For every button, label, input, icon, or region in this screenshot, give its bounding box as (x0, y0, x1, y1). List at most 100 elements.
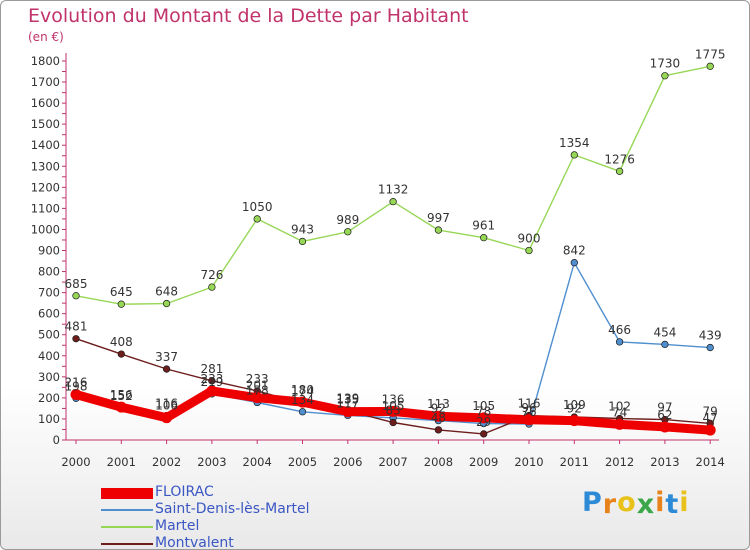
data-point (434, 426, 443, 434)
y-tick-label: 900 (38, 244, 60, 258)
data-point (297, 396, 308, 408)
data-label: 78 (476, 405, 491, 419)
data-label: 466 (608, 323, 631, 337)
data-label: 1050 (242, 200, 273, 214)
data-point (706, 62, 714, 70)
data-label: 219 (200, 375, 223, 389)
data-label: 481 (65, 320, 88, 334)
data-point (206, 385, 218, 397)
data-label: 62 (657, 408, 672, 422)
y-tick-label: 1100 (31, 201, 60, 215)
data-label: 96 (521, 401, 536, 415)
data-point (161, 412, 173, 424)
data-label: 76 (521, 405, 536, 419)
y-tick-label: 600 (38, 307, 60, 321)
data-point (162, 299, 171, 308)
data-point (706, 343, 714, 352)
logo-letter: r (602, 489, 618, 520)
data-point (523, 414, 535, 426)
data-point (298, 237, 307, 246)
data-point (661, 72, 669, 80)
x-tick-label: 2014 (696, 455, 725, 469)
data-label: 134 (291, 393, 314, 407)
y-axis-unit: (en €) (28, 30, 64, 44)
y-tick-label: 1400 (31, 138, 60, 152)
y-tick-label: 1300 (31, 159, 60, 173)
data-point (614, 418, 626, 430)
x-tick-label: 2013 (650, 455, 679, 469)
y-tick-label: 500 (38, 328, 60, 342)
data-label: 337 (155, 350, 178, 364)
legend-label: Saint-Denis-lès-Martel (155, 501, 310, 517)
data-label: 1276 (604, 152, 635, 166)
data-label: 113 (427, 397, 450, 411)
data-label: 989 (336, 213, 359, 227)
data-point (162, 365, 171, 373)
data-label: 1730 (650, 57, 681, 71)
data-point (615, 167, 624, 175)
data-label: 105 (472, 399, 495, 413)
data-point (480, 430, 488, 438)
logo-letter: x (636, 489, 656, 520)
legend-swatch (101, 526, 153, 528)
data-label: 943 (291, 222, 314, 236)
x-tick-label: 2009 (469, 455, 498, 469)
data-point (208, 283, 216, 291)
data-point (115, 401, 127, 413)
x-tick-label: 2002 (152, 455, 181, 469)
data-label: 97 (657, 401, 672, 415)
data-point (661, 340, 669, 349)
data-label: 102 (608, 400, 631, 414)
data-label: 109 (563, 398, 586, 412)
data-label: 198 (65, 379, 88, 393)
data-label: 116 (518, 397, 541, 411)
y-tick-label: 1200 (31, 180, 60, 194)
data-point (298, 408, 307, 416)
legend-swatch (101, 543, 153, 545)
data-label: 726 (200, 268, 223, 282)
y-tick-label: 0 (53, 433, 60, 447)
x-tick-label: 2012 (605, 455, 634, 469)
data-point (389, 418, 397, 427)
y-tick-label: 1500 (31, 117, 60, 131)
y-tick-label: 1800 (31, 54, 60, 68)
y-tick-label: 400 (38, 349, 60, 363)
data-label: 74 (612, 405, 627, 419)
data-label: 29 (476, 415, 491, 429)
data-label: 156 (110, 388, 133, 402)
data-label: 216 (65, 376, 88, 390)
data-label: 105 (382, 399, 405, 413)
y-tick-label: 700 (38, 286, 60, 300)
data-point (389, 198, 397, 206)
data-point (659, 421, 671, 433)
data-label: 997 (427, 211, 450, 225)
data-point (342, 406, 354, 418)
data-label: 201 (246, 379, 269, 393)
data-point (478, 412, 490, 424)
data-point (72, 335, 80, 343)
data-label: 152 (110, 389, 133, 403)
data-point (568, 415, 580, 427)
data-label: 1775 (695, 47, 726, 61)
data-label: 116 (155, 397, 178, 411)
legend-label: Martel (155, 518, 200, 534)
x-tick-label: 2011 (560, 455, 589, 469)
x-tick-label: 2004 (243, 455, 272, 469)
data-point (434, 226, 443, 234)
legend-swatch (101, 509, 153, 511)
data-label: 645 (110, 285, 133, 299)
y-tick-label: 200 (38, 391, 60, 405)
x-tick-label: 2008 (424, 455, 453, 469)
logo-letter: i (655, 487, 666, 518)
y-tick-label: 1000 (31, 222, 60, 236)
data-label: 233 (200, 372, 223, 386)
legend-label: Montvalent (155, 535, 234, 550)
data-point (525, 246, 533, 255)
data-label: 685 (65, 277, 88, 291)
data-label: 1354 (559, 136, 590, 150)
data-label: 180 (291, 383, 314, 397)
logo-letter: t (665, 489, 680, 520)
y-tick-label: 1600 (31, 96, 60, 110)
data-point (117, 350, 125, 358)
